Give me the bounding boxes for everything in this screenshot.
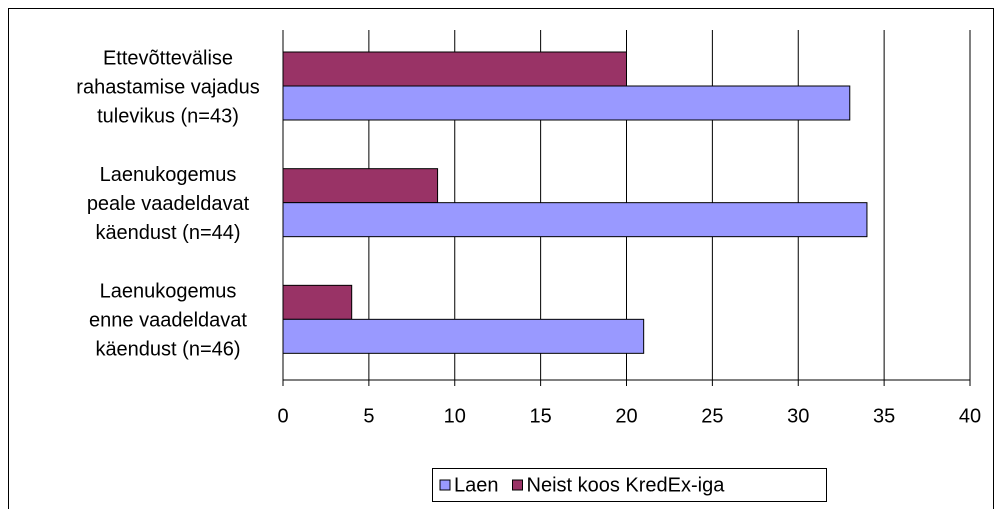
legend-swatch (512, 479, 523, 491)
x-tick-label: 35 (873, 405, 895, 427)
bar (282, 51, 627, 87)
legend-box (432, 468, 827, 502)
y-tick-label: Ettevõttevälise rahastamise vajadus tulevi… (76, 48, 259, 128)
x-tick-label: 25 (701, 405, 723, 427)
x-tick-label: 20 (615, 405, 637, 427)
x-tick-label: 5 (363, 405, 374, 427)
legend-swatch (439, 479, 451, 491)
bar (282, 284, 353, 320)
y-tick-label: Laenukogemus peale vaadeldavat käendust (n… (87, 164, 250, 244)
bar (282, 202, 868, 238)
x-tick-label: 10 (444, 405, 466, 427)
y-tick-label: Laenukogemus enne vaadeldavat käendust (n=… (89, 281, 247, 361)
legend-label: Laen (454, 474, 499, 496)
bar (282, 318, 645, 354)
bar (282, 168, 439, 204)
chart-frame (8, 8, 994, 509)
bar (282, 85, 851, 121)
legend-label: Neist koos KredEx-iga (527, 474, 726, 496)
x-tick-label: 30 (787, 405, 809, 427)
x-tick-label: 15 (530, 405, 552, 427)
x-tick-label: 40 (959, 405, 981, 427)
x-tick-label: 0 (277, 405, 288, 427)
